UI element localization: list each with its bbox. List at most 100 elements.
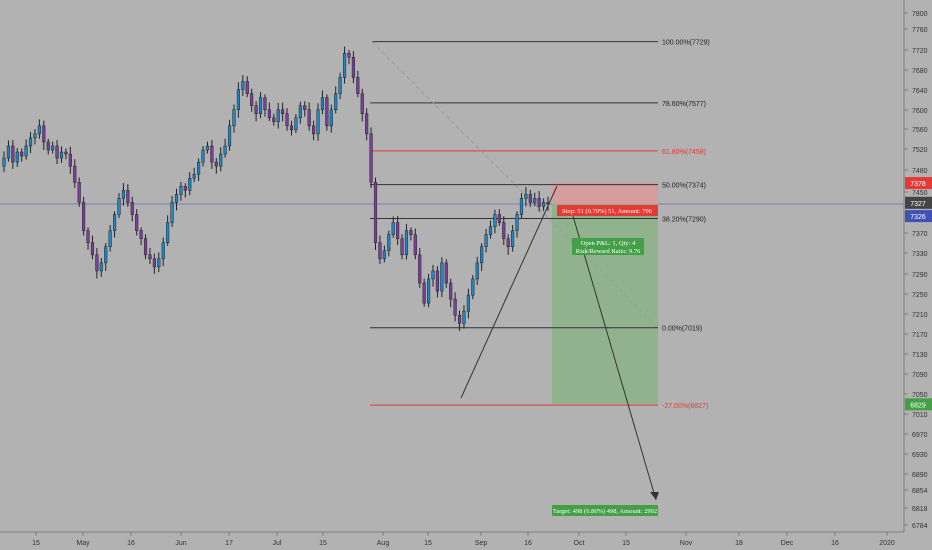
candle-body[interactable] [475,262,479,280]
candle-body[interactable] [484,234,488,247]
candle-body[interactable] [444,262,448,284]
candle-body[interactable] [161,242,165,260]
candle-body[interactable] [166,222,170,243]
candle-body[interactable] [112,214,117,231]
candle-body[interactable] [471,278,475,296]
candle-body[interactable] [466,294,470,312]
candle-body[interactable] [245,81,249,94]
plot-area[interactable] [0,0,904,532]
candle-body[interactable] [64,151,68,155]
candle-body[interactable] [422,282,426,304]
candle-body[interactable] [263,97,267,110]
candle-body[interactable] [338,77,342,94]
candle-body[interactable] [493,214,497,227]
candle-body[interactable] [188,177,192,191]
candle-body[interactable] [519,198,524,215]
candle-body[interactable] [316,109,320,135]
candle-body[interactable] [152,258,156,268]
candle-body[interactable] [435,270,440,292]
candle-body[interactable] [360,93,364,114]
candle-body[interactable] [183,186,187,191]
candle-body[interactable] [276,109,280,123]
candle-body[interactable] [528,194,532,203]
candle-body[interactable] [427,278,431,304]
candle-body[interactable] [391,222,395,235]
candle-body[interactable] [227,125,232,147]
candle-body[interactable] [351,57,355,78]
y-axis-panel[interactable] [904,0,932,550]
candle-body[interactable] [28,137,33,147]
candle-body[interactable] [77,182,81,203]
candle-body[interactable] [37,125,41,135]
candle-body[interactable] [258,97,263,114]
candle-body[interactable] [307,109,311,127]
candle-body[interactable] [126,190,130,203]
candle-body[interactable] [396,222,400,239]
candle-body[interactable] [82,202,86,231]
candle-body[interactable] [130,202,134,215]
candle-body[interactable] [121,190,125,199]
candle-body[interactable] [223,145,227,155]
candle-body[interactable] [33,133,37,139]
candle-body[interactable] [409,230,413,235]
candle-body[interactable] [502,222,506,239]
candle-body[interactable] [506,238,510,247]
candle-body[interactable] [135,214,139,231]
candle-body[interactable] [73,165,77,183]
candle-body[interactable] [488,226,493,235]
candle-body[interactable] [59,151,64,159]
candle-body[interactable] [117,198,121,215]
candle-body[interactable] [342,53,347,78]
candle-body[interactable] [24,145,28,157]
candle-body[interactable] [378,242,382,260]
candle-body[interactable] [86,230,90,243]
candle-body[interactable] [254,105,258,115]
candle-body[interactable] [20,151,24,157]
candle-body[interactable] [95,254,99,272]
candle-body[interactable] [413,234,417,256]
candle-body[interactable] [418,254,422,284]
candle-body[interactable] [325,97,329,127]
candle-body[interactable] [400,238,404,256]
candle-body[interactable] [285,113,289,127]
candle-body[interactable] [68,153,72,167]
candle-body[interactable] [99,262,103,272]
candle-body[interactable] [542,202,546,207]
candle-body[interactable] [42,125,46,143]
candle-body[interactable] [174,194,179,203]
candle-body[interactable] [201,149,205,163]
candle-body[interactable] [289,125,294,131]
candle-body[interactable] [347,53,351,58]
projection-arrow[interactable] [572,215,657,501]
candle-body[interactable] [462,310,466,324]
candle-body[interactable] [170,202,174,223]
candle-body[interactable] [6,145,10,159]
candle-body[interactable] [382,250,386,260]
candle-body[interactable] [179,186,183,195]
candle-body[interactable] [387,234,391,252]
candle-body[interactable] [2,157,6,167]
candle-body[interactable] [205,145,210,151]
candle-body[interactable] [219,153,223,167]
candle-body[interactable] [192,173,196,179]
candle-body[interactable] [210,145,214,163]
candle-body[interactable] [90,242,95,256]
candle-body[interactable] [197,161,201,175]
candle-body[interactable] [281,109,285,115]
candle-body[interactable] [365,113,369,135]
candle-body[interactable] [298,105,302,119]
candle-body[interactable] [108,230,112,247]
candle-body[interactable] [139,230,143,239]
candle-body[interactable] [453,298,457,316]
candle-body[interactable] [104,246,108,264]
candle-body[interactable] [272,117,276,123]
candle-body[interactable] [11,145,15,163]
candle-body[interactable] [241,81,245,90]
candle-body[interactable] [294,117,298,131]
candle-body[interactable] [232,109,236,127]
candle-body[interactable] [537,198,541,207]
candle-body[interactable] [46,141,50,151]
target-zone[interactable] [552,204,658,405]
stop-zone[interactable] [552,183,658,205]
